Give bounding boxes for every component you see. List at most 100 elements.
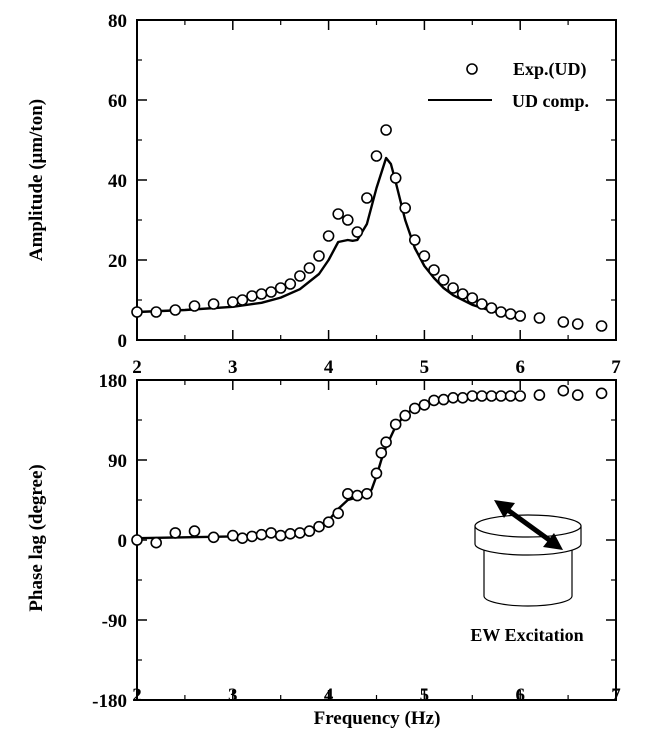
exp-ud-marker xyxy=(408,234,421,246)
exp-ud-marker xyxy=(313,250,325,262)
phase-exp-marker xyxy=(466,390,479,402)
y-tick-label: -180 xyxy=(92,691,127,712)
exp-ud-marker xyxy=(504,308,517,320)
phase-exp-marker xyxy=(399,409,412,422)
phase-axis-title: Phase lag (degree) xyxy=(26,464,47,611)
amplitude-axis-title: Amplitude (μm/ton) xyxy=(26,99,47,261)
phase-exp-marker xyxy=(246,530,258,543)
cylinder-body xyxy=(483,544,573,607)
exp-ud-marker xyxy=(131,306,143,318)
phase-exp-marker xyxy=(313,520,325,533)
x-tick-label: 3 xyxy=(228,685,238,706)
phase-exp-marker xyxy=(514,390,527,402)
x-tick-label: 6 xyxy=(515,685,525,706)
phase-exp-marker xyxy=(332,507,345,520)
phase-exp-marker xyxy=(236,532,249,545)
phase-exp-marker xyxy=(227,529,239,542)
exp-ud-marker xyxy=(399,202,412,214)
cylinder-icon xyxy=(474,500,582,607)
exp-ud-marker xyxy=(476,298,488,310)
x-tick-label: 7 xyxy=(611,685,621,706)
y-tick-label: 40 xyxy=(108,171,127,192)
phase-exp-marker xyxy=(571,389,584,401)
x-tick-label: 3 xyxy=(228,357,238,378)
phase-panel: 2 3 4 5 6 7 180 90 0 -90 -180 Phase lag (degree) F… xyxy=(26,371,621,729)
exp-ud-marker xyxy=(485,302,498,314)
phase-exp-marker xyxy=(150,536,162,549)
exp-ud-marker xyxy=(274,282,287,294)
x-tick-label: 5 xyxy=(420,685,430,706)
exp-ud-marker xyxy=(389,172,402,184)
phase-exp-marker xyxy=(284,527,297,540)
phase-exp-marker xyxy=(274,529,287,542)
exp-ud-marker xyxy=(533,312,546,324)
amplitude-tick-labels: 2 3 4 5 6 7 0 20 40 60 80 xyxy=(108,11,621,378)
phase-exp-marker xyxy=(265,527,277,539)
exp-ud-marker xyxy=(495,306,507,318)
exp-ud-marker xyxy=(447,282,459,294)
exp-ud-marker xyxy=(466,292,479,304)
exp-ud-marker xyxy=(361,192,373,204)
y-tick-label: 0 xyxy=(118,531,128,552)
phase-exp-marker xyxy=(361,487,373,500)
phase-exp-marker xyxy=(370,467,383,480)
exp-ud-marker xyxy=(437,274,450,286)
y-tick-label: 90 xyxy=(108,451,127,472)
x-tick-label: 4 xyxy=(324,685,334,706)
exp-ud-marker xyxy=(150,306,162,318)
exp-ud-marker xyxy=(207,298,220,310)
exp-ud-marker xyxy=(294,270,306,282)
y-tick-label: -90 xyxy=(102,611,127,632)
exp-ud-marker xyxy=(227,296,239,308)
exp-ud-marker xyxy=(595,320,608,332)
frequency-axis-title: Frequency (Hz) xyxy=(314,708,441,729)
phase-exp-marker xyxy=(294,527,306,539)
phase-exp-marker xyxy=(188,525,201,537)
phase-tick-labels: 2 3 4 5 6 7 180 90 0 -90 -180 xyxy=(92,371,621,712)
exp-ud-marker xyxy=(351,226,364,238)
phase-exp-marker xyxy=(428,394,440,407)
amplitude-ticks xyxy=(136,19,617,341)
legend-label-ud-comp: UD comp. xyxy=(512,91,589,111)
exp-ud-marker xyxy=(169,304,182,316)
phase-exp-marker xyxy=(495,390,507,402)
exp-ud-marker xyxy=(284,278,297,290)
y-tick-label: 20 xyxy=(108,251,127,272)
phase-ticks xyxy=(136,379,617,701)
y-tick-label: 60 xyxy=(108,91,127,112)
y-tick-label: 80 xyxy=(108,11,127,32)
phase-exp-marker xyxy=(476,390,488,402)
phase-exp-marker xyxy=(351,489,364,502)
x-tick-label: 2 xyxy=(132,357,142,378)
y-tick-label: 180 xyxy=(99,371,128,392)
ew-excitation-label: EW Excitation xyxy=(470,625,583,645)
excitation-arrow-icon xyxy=(494,500,563,550)
phase-exp-marker xyxy=(380,436,392,449)
x-tick-label: 7 xyxy=(611,357,621,378)
exp-ud-markers xyxy=(131,124,608,332)
x-tick-label: 6 xyxy=(515,357,525,378)
phase-exp-marker xyxy=(255,528,268,541)
exp-ud-marker xyxy=(341,214,354,226)
phase-exp-marker xyxy=(447,391,459,404)
exp-ud-marker xyxy=(557,316,570,328)
legend: Exp.(UD) UD comp. xyxy=(428,59,589,111)
phase-exp-marker xyxy=(303,525,316,537)
exp-ud-marker xyxy=(255,288,268,300)
phase-exp-marker xyxy=(375,447,388,459)
x-tick-label: 5 xyxy=(420,357,430,378)
legend-marker-exp-ud xyxy=(466,63,478,75)
phase-exp-marker xyxy=(485,390,498,402)
y-tick-label: 0 xyxy=(118,331,128,352)
phase-exp-marker xyxy=(533,389,546,401)
exp-ud-marker xyxy=(514,310,527,322)
phase-exp-marker xyxy=(389,418,402,431)
ud-comp-line xyxy=(136,156,521,318)
exp-ud-marker xyxy=(188,300,201,312)
exp-ud-marker xyxy=(265,286,277,298)
exp-ud-marker xyxy=(380,124,392,136)
exp-ud-marker xyxy=(428,264,440,276)
phase-exp-marker xyxy=(418,399,431,411)
amplitude-panel: 2 3 4 5 6 7 0 20 40 60 80 Amplitude (μm/ton) Exp.(… xyxy=(26,11,621,378)
